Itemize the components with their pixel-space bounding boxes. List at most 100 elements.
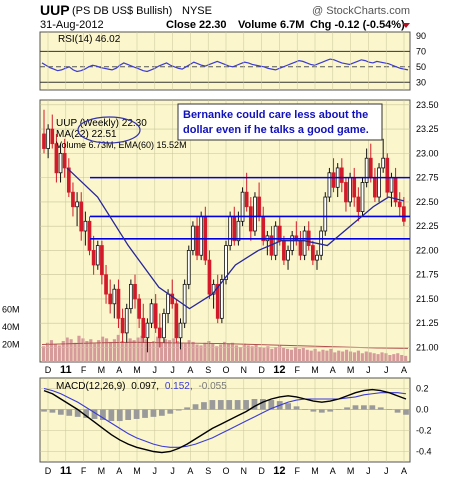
volume-bar xyxy=(49,340,54,362)
x-tick-label: M xyxy=(98,365,106,375)
price-candle-body xyxy=(385,157,390,193)
macd-tick-label: 0.0 xyxy=(416,405,429,415)
price-candle-body xyxy=(145,322,150,339)
price-candle-body xyxy=(319,230,323,256)
x-tick-label: S xyxy=(205,365,211,375)
price-candle-body xyxy=(133,283,137,300)
macd-histogram-bar xyxy=(260,399,266,410)
macd-histogram-bar xyxy=(125,409,132,420)
volume-bar xyxy=(73,342,77,362)
price-candle-body xyxy=(162,313,166,339)
price-candle-body xyxy=(95,245,100,266)
macd-histogram-bar xyxy=(209,400,216,410)
price-ma-line xyxy=(66,167,405,310)
volume-bar xyxy=(297,348,301,362)
macd-histogram-bar xyxy=(377,407,384,410)
rsi-tick-label: 30 xyxy=(416,77,426,87)
macd-histogram-bar xyxy=(142,409,148,418)
x-tick-label-bottom: M xyxy=(133,466,141,476)
volume-bar xyxy=(270,348,274,362)
volume-bar xyxy=(183,343,187,362)
macd-histogram-bar xyxy=(192,404,199,410)
volume-bar xyxy=(305,349,309,362)
rsi-line xyxy=(41,58,409,73)
macd-histogram-bar xyxy=(318,409,325,413)
macd-legend-value: 0.097, xyxy=(131,381,159,392)
x-tick-label-bottom: M xyxy=(311,466,319,476)
price-candle-body xyxy=(66,167,71,193)
price-candle-body xyxy=(211,283,216,295)
price-candle-body xyxy=(100,245,104,276)
rsi-marks: 90 70 50 30 xyxy=(40,31,426,90)
volume-bar xyxy=(388,355,392,362)
volume-bar xyxy=(69,339,73,362)
volume-bar xyxy=(238,347,242,362)
price-tick-label: 21.75 xyxy=(416,270,439,280)
price-candle-body xyxy=(104,274,108,295)
annotation-line-1: Bernanke could care less about the xyxy=(183,109,368,121)
volume-bar xyxy=(203,342,207,362)
volume-ticks: 60M 40M 20M xyxy=(2,305,20,350)
price-candle-body xyxy=(236,220,241,242)
volume-bar xyxy=(380,352,384,362)
price-candle-body xyxy=(62,152,67,169)
volume-marks xyxy=(41,334,409,362)
x-tick-label: N xyxy=(241,365,248,375)
macd-histogram-bar xyxy=(66,409,73,416)
price-candle-body xyxy=(178,322,183,339)
volume-bar xyxy=(246,345,250,362)
x-tick-label-bottom: F xyxy=(81,466,87,476)
down-arrow-icon xyxy=(402,23,410,28)
macd-histogram-bar xyxy=(285,403,292,410)
volume-bar xyxy=(42,346,46,362)
macd-histogram-bar xyxy=(251,399,258,410)
price-candle-body xyxy=(120,317,125,334)
volume-bar xyxy=(167,340,172,362)
macd-signal-line xyxy=(43,387,407,448)
price-tick-label: 22.25 xyxy=(416,221,439,231)
macd-histogram-bar xyxy=(150,409,157,417)
x-tick-label-bottom: A xyxy=(401,466,407,476)
price-candle-body xyxy=(207,259,212,295)
macd-histogram-bar xyxy=(243,400,249,410)
macd-histogram-bar xyxy=(91,409,98,419)
price-candle-body xyxy=(42,133,46,149)
price-candle-body xyxy=(166,293,170,314)
price-candle-body xyxy=(54,143,59,174)
volume-bar xyxy=(258,347,262,362)
volume-bar xyxy=(364,351,368,362)
volume-bar xyxy=(116,334,120,362)
x-axis: D 11 F M A M J J A S O N D 12 F M A M J J A xyxy=(45,364,407,376)
x-tick-label-bottom: 12 xyxy=(273,465,285,477)
volume-bar xyxy=(278,345,282,362)
macd-histogram-bar xyxy=(302,409,308,410)
macd-histogram-bar xyxy=(352,405,359,410)
volume-bar xyxy=(219,344,223,362)
price-candle-body xyxy=(286,250,290,261)
volume-bar xyxy=(57,345,61,362)
price-candle-body xyxy=(282,240,286,261)
price-candle-body xyxy=(348,177,352,203)
price-candle-body xyxy=(87,220,92,251)
volume-bar xyxy=(207,341,211,362)
macd-histogram-bar xyxy=(74,409,81,417)
price-candle-body xyxy=(46,128,50,149)
rsi-tick-label: 50 xyxy=(416,62,426,72)
price-candle-body xyxy=(373,177,377,198)
price-candle-body xyxy=(298,240,303,256)
price-candle-body xyxy=(244,191,249,208)
price-tick-label: 23.00 xyxy=(416,148,439,158)
macd-histogram-bar xyxy=(100,409,106,420)
price-tick-label: 21.25 xyxy=(416,318,439,328)
volume-bar xyxy=(396,353,400,362)
volume-tick-label: 20M xyxy=(2,340,20,350)
price-candle-body xyxy=(402,206,406,222)
volume-bar xyxy=(124,342,128,362)
price-candle-body xyxy=(137,298,141,319)
volume-bar xyxy=(108,341,113,362)
volume-bar xyxy=(175,341,179,362)
volume-bar xyxy=(132,340,136,362)
volume-bar xyxy=(329,348,333,362)
volume-bar xyxy=(250,346,254,362)
